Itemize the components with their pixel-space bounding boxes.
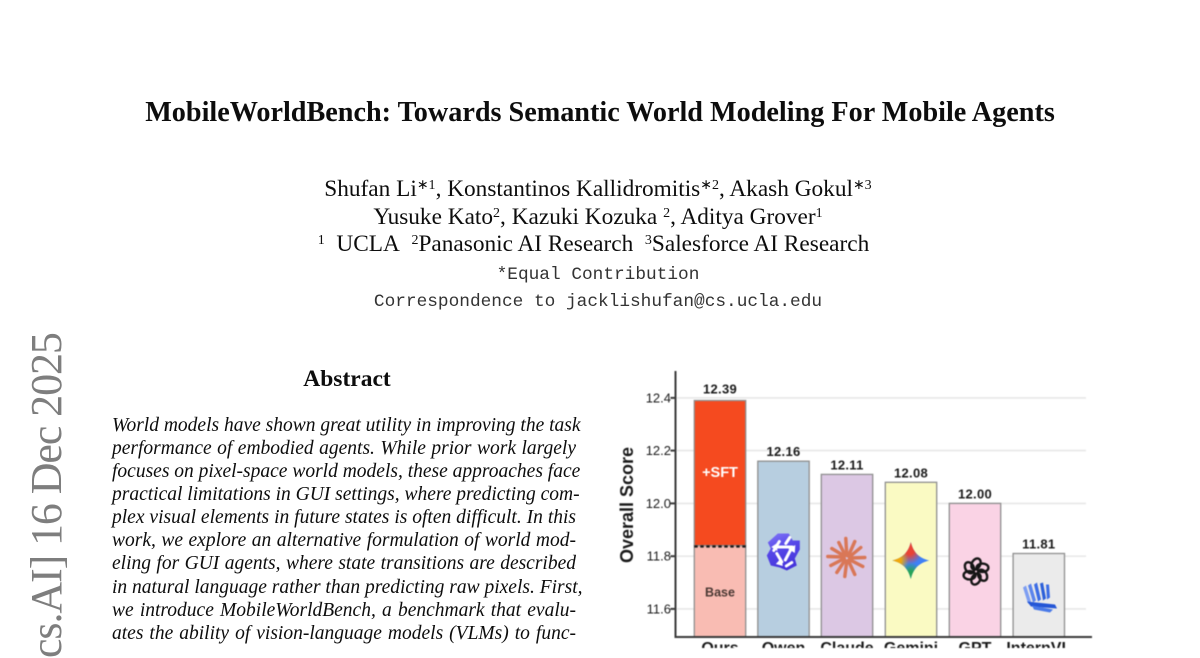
svg-text:InternVL: InternVL [1006, 640, 1071, 648]
svg-text:11.8: 11.8 [647, 549, 671, 564]
svg-text:12.16: 12.16 [766, 444, 800, 459]
svg-text:Ours: Ours [701, 640, 738, 648]
svg-text:Overall Score: Overall Score [617, 447, 637, 563]
svg-text:12.08: 12.08 [894, 465, 928, 480]
svg-text:+SFT: +SFT [702, 465, 738, 481]
svg-text:12.39: 12.39 [703, 382, 737, 397]
svg-text:12.0: 12.0 [646, 496, 671, 511]
svg-text:GPT: GPT [959, 640, 992, 648]
svg-text:11.6: 11.6 [647, 601, 671, 616]
svg-text:12.2: 12.2 [646, 443, 671, 458]
svg-text:11.81: 11.81 [1022, 537, 1055, 552]
svg-text:Gemini: Gemini [884, 640, 938, 648]
svg-text:12.11: 12.11 [830, 457, 863, 472]
svg-text:Qwen: Qwen [762, 640, 806, 648]
svg-text:12.00: 12.00 [958, 486, 992, 501]
svg-text:12.4: 12.4 [646, 390, 671, 405]
svg-text:Claude: Claude [820, 640, 873, 648]
svg-text:Base: Base [705, 586, 735, 600]
